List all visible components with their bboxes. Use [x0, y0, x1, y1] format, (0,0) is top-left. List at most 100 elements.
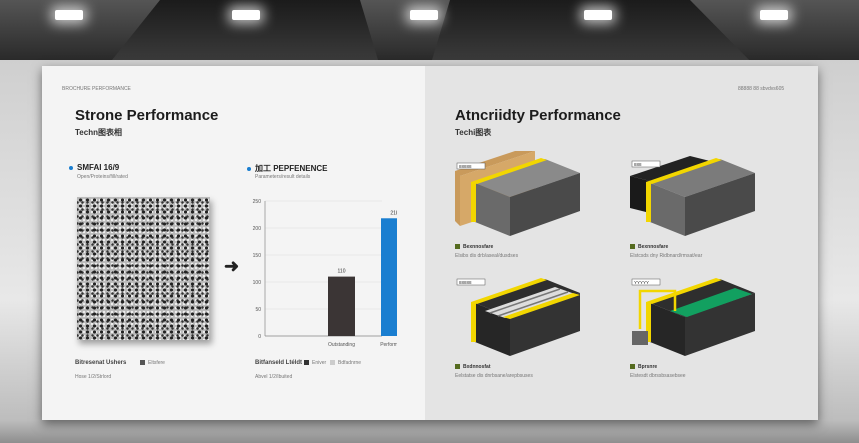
left-header-small: BROCHURE PERFORMANCE: [62, 86, 131, 92]
callout-box: [631, 278, 661, 286]
left-title: Strone Performance: [75, 107, 219, 124]
rail: [497, 291, 569, 317]
legend-text: Bdfadnrne: [338, 360, 362, 366]
legend-swatch: [455, 244, 460, 250]
callout-box: [456, 278, 486, 286]
callout-label: 888: [634, 162, 642, 167]
callout-box: [631, 160, 661, 168]
yellow-edge: [646, 182, 651, 222]
diagram-label-text: Bexnnosfare: [463, 244, 494, 250]
section1-title: SMFAI 16/9: [69, 163, 119, 172]
diagram-label: Bprsnre: [630, 364, 657, 370]
callout-label: 88888: [459, 164, 472, 169]
isometric-block-illustration: 888: [630, 156, 755, 236]
diagram-label-text: Bexnnosfare: [638, 244, 669, 250]
diagram-caption: Eelstatse dis dnrbsane/arepbsuses: [455, 373, 533, 379]
x-category-label: Outstanding: [328, 342, 355, 348]
diagram-label-text: Bxdnnosfat: [463, 364, 491, 370]
presentation-board: BROCHURE PERFORMANCE Strone Performance …: [42, 66, 818, 420]
block-diagram-1: 88888 Bexnnosfare Elsibs dis drb/aseal/dus…: [455, 146, 605, 261]
yellow-strip: [471, 278, 547, 304]
y-tick-label: 250: [253, 199, 262, 205]
section1-title-text: SMFAI 16/9: [77, 163, 120, 172]
diagram-caption: Elsibs dis drb/aseal/dusdses: [455, 253, 519, 259]
left-subtitle: Techn图表相: [75, 128, 122, 137]
bullet-icon: [247, 166, 251, 171]
ceiling-beam: [360, 0, 450, 60]
right-subtitle: Techi图表: [455, 128, 492, 137]
small-block: [632, 331, 648, 345]
green-surface: [670, 288, 752, 317]
legend-text: Eniver: [312, 360, 327, 366]
bar-value-label: 110: [338, 269, 346, 275]
bar-value-label: 218: [390, 210, 397, 216]
yellow-edge: [646, 302, 651, 342]
block-side: [510, 173, 580, 236]
rail-strip: [485, 287, 575, 318]
callout-label: YYYYY: [634, 280, 649, 285]
yellow-strip: [503, 293, 580, 319]
rail: [489, 288, 561, 314]
isometric-block-illustration: YYYYY: [631, 278, 755, 356]
section1-legend-item: Eltsfere: [140, 360, 165, 366]
block-front: [650, 303, 685, 356]
block-top: [650, 159, 755, 197]
ceiling-light: [55, 10, 83, 20]
yellow-strip: [646, 158, 722, 184]
legend-swatch: [630, 244, 635, 250]
diagram-caption: Elstcsds dny Ridbnard/rmsat/ear: [630, 253, 703, 259]
diagram-label-text: Bprsnre: [638, 364, 658, 370]
yellow-strip: [471, 158, 547, 184]
right-header-small: 88888 88 sbvdvs605: [738, 86, 785, 92]
block-top: [475, 159, 580, 197]
section2-legend-item: Eniver: [304, 360, 326, 366]
y-tick-label: 200: [253, 226, 262, 232]
section1-legend-label: Bitresenat Ushers: [75, 360, 127, 366]
section2-legend-item: Bdfadnrne: [330, 360, 361, 366]
right-title: Atncriidty Performance: [455, 107, 621, 124]
yellow-strip: [646, 278, 722, 304]
isometric-block-illustration: 88888: [456, 278, 580, 356]
block-side: [685, 173, 755, 236]
arrow-right-icon: ➜: [224, 256, 240, 276]
callout-label: 88888: [459, 280, 472, 285]
block-side: [685, 293, 755, 356]
block-diagram-4: YYYYY Bprsnre Elstesdt dbrssbsasebsee: [630, 271, 780, 381]
dark-layer-side: [630, 176, 650, 213]
callout-box: [456, 162, 486, 170]
yellow-edge: [471, 182, 476, 222]
legend-swatch: [140, 360, 145, 366]
section2-caption: Parameters/result details: [255, 174, 311, 180]
bar-0: [328, 276, 355, 336]
block-side: [510, 293, 580, 356]
yellow-frame: [638, 289, 677, 329]
legend-swatch: [455, 364, 460, 370]
legend-text: Eltsfere: [148, 360, 165, 366]
ceiling-light: [410, 10, 438, 20]
dark-layer-top: [630, 156, 710, 181]
ceiling-beam: [690, 0, 859, 60]
section2-note: Abvel 1/2/Ibuited: [255, 374, 293, 380]
ceiling-light: [760, 10, 788, 20]
diagram-label: Bxdnnosfat: [455, 364, 491, 370]
section2-title: 加工 PEPFENENCE: [247, 163, 327, 174]
ceiling-light: [584, 10, 612, 20]
block-front: [650, 183, 685, 236]
section2-title-text: 加工 PEPFENENCE: [255, 164, 328, 173]
y-tick-label: 100: [253, 280, 262, 286]
bar-chart: 0 50 100 150 200 250 110 Outstanding 218 Performa…: [253, 199, 397, 348]
porous-texture-image: [77, 197, 210, 340]
right-panel: 88888 88 sbvdvs605 Atncriidty Performanc…: [425, 66, 818, 420]
isometric-block-illustration: 88888: [455, 146, 580, 236]
yellow-edge: [471, 302, 476, 342]
y-tick-label: 150: [253, 253, 262, 259]
legend-swatch: [630, 364, 635, 370]
section2-legend-label: Bitfanseld Ltéldt: [255, 360, 303, 366]
legend-swatch: [304, 360, 309, 366]
y-tick-label: 0: [258, 334, 261, 340]
y-tick-label: 50: [255, 307, 261, 313]
legend-swatch: [330, 360, 335, 366]
ceiling-beam: [0, 0, 160, 60]
section1-caption: Open/Proteins/fill/rated: [77, 174, 128, 180]
bullet-icon: [69, 165, 73, 170]
